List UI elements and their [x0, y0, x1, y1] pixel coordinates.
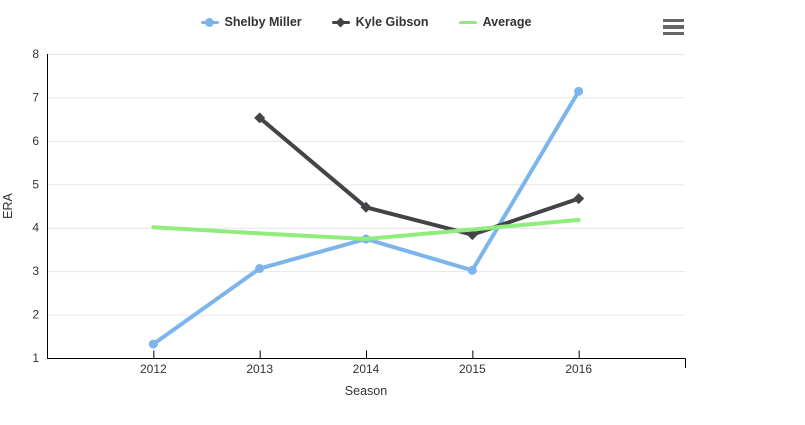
series-line-shelby-miller [151, 89, 581, 347]
legend-item-kyle-gibson[interactable]: Kyle Gibson [331, 15, 429, 29]
axes [47, 54, 686, 368]
y-tick-label: 5 [32, 177, 39, 191]
x-tick-label: 2015 [459, 362, 486, 376]
hamburger-menu-icon [662, 25, 684, 29]
data-point-shelby-miller[interactable] [467, 265, 477, 275]
data-point-shelby-miller[interactable] [255, 264, 265, 274]
legend-label-shelby-miller: Shelby Miller [224, 15, 302, 29]
hamburger-menu-icon [662, 31, 684, 35]
legend-label-average: Average [482, 15, 532, 29]
line-marker-icon [458, 16, 477, 28]
data-point-kyle-gibson[interactable] [573, 193, 585, 205]
y-tick-label: 6 [32, 134, 39, 148]
series-line-kyle-gibson [257, 115, 581, 237]
line-diamond-marker-icon [331, 16, 350, 28]
data-point-kyle-gibson[interactable] [254, 112, 266, 124]
y-tick-label: 8 [32, 47, 39, 61]
y-axis-title: ERA [1, 192, 15, 218]
data-point-kyle-gibson[interactable] [360, 201, 372, 213]
data-point-shelby-miller[interactable] [148, 339, 158, 349]
series-group [148, 86, 585, 349]
y-tick-label: 7 [32, 90, 39, 104]
y-tick-label: 1 [32, 351, 39, 365]
chart-legend: Shelby Miller Kyle Gibson Average [47, 15, 685, 29]
x-tick-label: 2013 [246, 362, 273, 376]
series-line-average [151, 217, 581, 242]
legend-item-shelby-miller[interactable]: Shelby Miller [200, 15, 302, 29]
legend-item-average[interactable]: Average [458, 15, 532, 29]
legend-label-kyle-gibson: Kyle Gibson [355, 15, 429, 29]
y-tick-label: 4 [32, 221, 39, 235]
chart-context-menu-button[interactable] [661, 18, 685, 36]
tick-labels: 1 2 3 4 5 6 7 8 2012 2013 2014 2015 2016 [32, 47, 592, 376]
data-point-kyle-gibson[interactable] [466, 229, 478, 241]
x-axis-title: Season [345, 384, 387, 398]
x-tick-label: 2016 [565, 362, 592, 376]
y-tick-label: 2 [32, 308, 39, 322]
series-kyle-gibson [254, 112, 585, 241]
x-tick-label: 2012 [140, 362, 167, 376]
y-tick-label: 3 [32, 264, 39, 278]
line-circle-marker-icon [200, 16, 219, 28]
hamburger-menu-icon [662, 19, 684, 23]
x-tick-label: 2014 [353, 362, 380, 376]
series-average [151, 217, 581, 242]
data-point-shelby-miller[interactable] [574, 86, 584, 96]
